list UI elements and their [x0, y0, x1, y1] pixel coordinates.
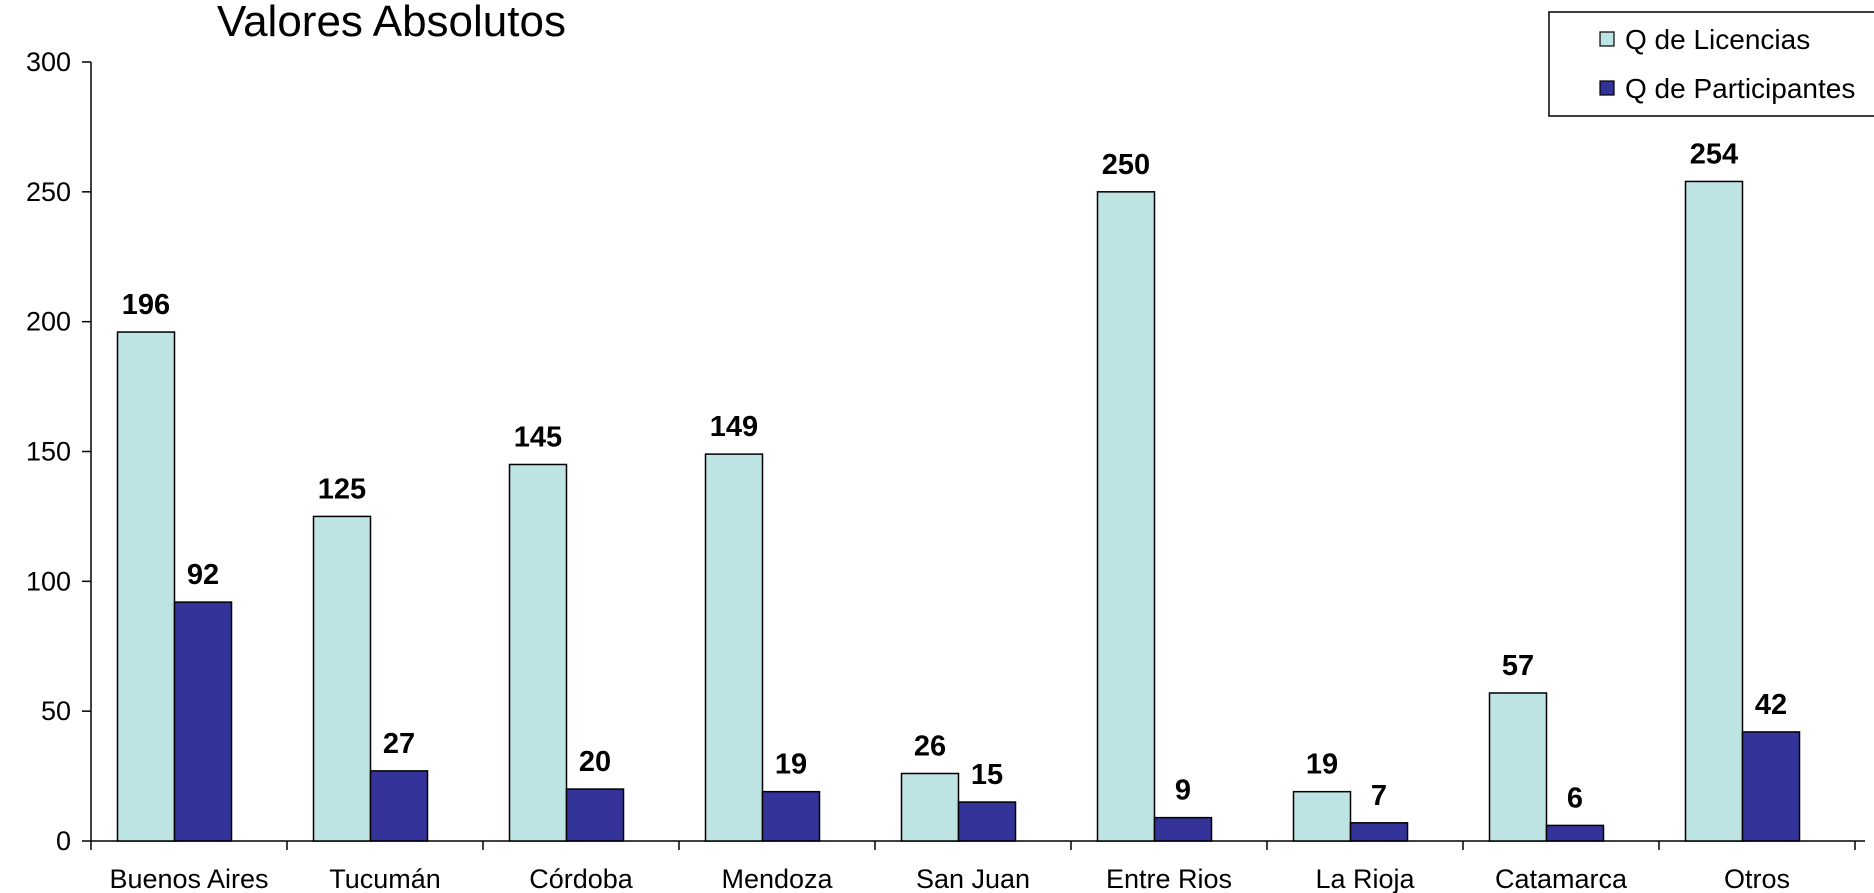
bar-participantes: [957, 801, 1017, 842]
data-label-participantes: 42: [1755, 689, 1787, 721]
bar-participantes: [369, 770, 429, 842]
legend-label-participantes: Q de Participantes: [1625, 73, 1855, 104]
category-label: Otros: [1724, 864, 1790, 893]
data-label-licencias: 196: [122, 289, 170, 321]
bar-participantes: [1545, 824, 1605, 842]
y-tick-label: 300: [26, 47, 71, 77]
data-label-licencias: 57: [1502, 650, 1534, 682]
y-tick-label: 50: [41, 696, 71, 726]
category-label: Buenos Aires: [109, 864, 268, 893]
category-label: Catamarca: [1495, 864, 1628, 893]
bar-participantes: [761, 790, 821, 842]
category-label: Córdoba: [529, 864, 634, 893]
data-label-participantes: 92: [187, 559, 219, 591]
data-label-participantes: 7: [1371, 780, 1387, 812]
category-label: Tucumán: [329, 864, 441, 893]
chart-title: Valores Absolutos: [217, 0, 566, 46]
category-label: Mendoza: [721, 864, 833, 893]
data-label-licencias: 19: [1306, 749, 1338, 781]
bar-participantes: [1153, 816, 1213, 842]
data-label-licencias: 125: [318, 473, 366, 505]
y-tick-label: 250: [26, 177, 71, 207]
bar-licencias: [1096, 191, 1156, 842]
legend-swatch-licencias: [1599, 31, 1615, 47]
data-label-participantes: 9: [1175, 775, 1191, 807]
legend-label-licencias: Q de Licencias: [1625, 24, 1810, 55]
legend: Q de Licencias Q de Participantes: [1548, 11, 1874, 117]
bar-licencias: [508, 463, 568, 842]
data-label-participantes: 6: [1567, 782, 1583, 814]
bar-licencias: [116, 331, 176, 842]
y-tick-label: 0: [56, 826, 71, 856]
bar-licencias: [312, 515, 372, 842]
category-label: San Juan: [916, 864, 1030, 893]
data-label-licencias: 254: [1690, 138, 1738, 170]
category-label: La Rioja: [1315, 864, 1415, 893]
bar-participantes: [173, 601, 233, 842]
data-label-licencias: 250: [1102, 149, 1150, 181]
category-label: Entre Rios: [1106, 864, 1232, 893]
legend-box: [1548, 11, 1874, 117]
y-tick-label: 200: [26, 307, 71, 337]
y-tick-label: 150: [26, 437, 71, 467]
data-label-participantes: 15: [971, 759, 1003, 791]
data-label-licencias: 26: [914, 730, 946, 762]
bar-participantes: [1349, 822, 1409, 842]
y-tick-label: 100: [26, 566, 71, 596]
data-label-participantes: 19: [775, 749, 807, 781]
data-label-licencias: 145: [514, 421, 562, 453]
data-label-participantes: 20: [579, 746, 611, 778]
bar-licencias: [704, 453, 764, 842]
bar-licencias: [1684, 180, 1744, 842]
data-label-participantes: 27: [383, 728, 415, 760]
bar-licencias: [1488, 692, 1548, 842]
data-label-licencias: 149: [710, 411, 758, 443]
legend-swatch-participantes: [1599, 80, 1615, 96]
bar-licencias: [1292, 790, 1352, 842]
bar-participantes: [1741, 731, 1801, 842]
bar-licencias: [900, 772, 960, 842]
bar-participantes: [565, 788, 625, 842]
